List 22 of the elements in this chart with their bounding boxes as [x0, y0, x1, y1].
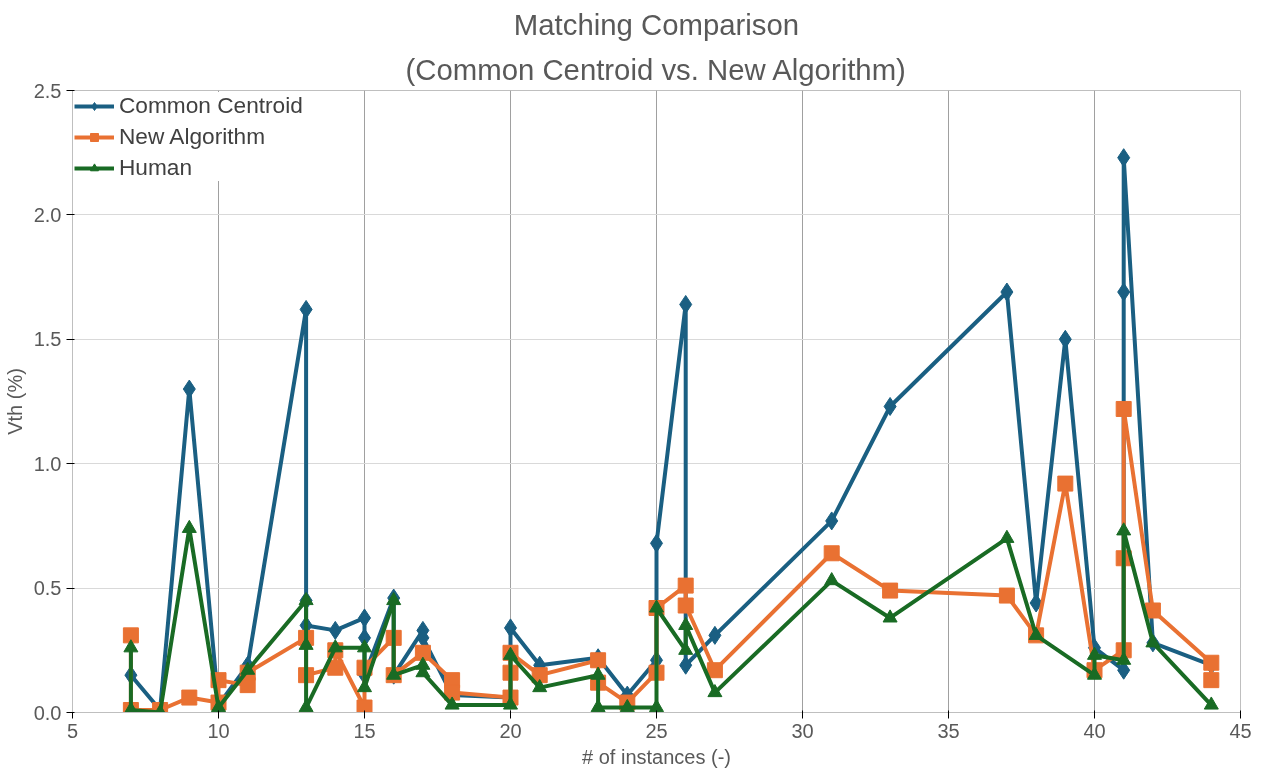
x-axis-title: # of instances (-): [582, 745, 731, 768]
legend-label: New Algorithm: [119, 123, 266, 150]
x-tick-label: 15: [353, 719, 376, 742]
x-tick-label: 40: [1083, 719, 1106, 742]
x-tick-label: 35: [937, 719, 960, 742]
x-tick-label: 45: [1229, 719, 1252, 742]
x-tick-label: 10: [207, 719, 230, 742]
y-tick-label: 1.5: [33, 328, 62, 351]
legend-label: Common Centroid: [119, 92, 303, 119]
x-tick-label: 25: [645, 719, 668, 742]
x-tick-label: 5: [66, 719, 79, 742]
chart-subtitle: (Common Centroid vs. New Algorithm): [405, 52, 906, 86]
x-tick-label: 20: [499, 719, 522, 742]
y-tick-label: 2.0: [33, 203, 62, 226]
legend-label: Human: [119, 154, 193, 181]
x-tick-label: 30: [791, 719, 814, 742]
chart-title: Matching Comparison: [513, 7, 800, 41]
y-tick-label: 1.0: [33, 452, 62, 475]
y-tick-label: 2.5: [33, 79, 62, 102]
y-tick-label: 0.5: [33, 577, 62, 600]
y-axis-title: Vth (%): [3, 368, 26, 435]
y-tick-label: 0.0: [33, 701, 62, 724]
